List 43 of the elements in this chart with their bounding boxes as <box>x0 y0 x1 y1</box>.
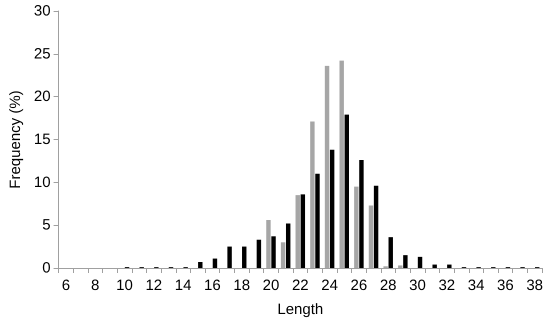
bar <box>388 237 393 268</box>
bar <box>330 150 334 268</box>
bar <box>344 114 349 268</box>
y-tick-label: 0 <box>42 260 51 276</box>
bar <box>227 246 232 268</box>
x-tick-label: 6 <box>62 277 70 294</box>
bar <box>315 174 320 268</box>
bar <box>256 240 262 268</box>
y-tick-label: 30 <box>34 2 51 20</box>
bar <box>359 160 364 268</box>
x-axis-title: Length <box>277 301 324 318</box>
bar <box>271 236 276 268</box>
y-tick-label: 15 <box>34 131 51 148</box>
x-tick-label: 20 <box>262 277 280 294</box>
x-tick-label: 36 <box>497 277 514 294</box>
bar <box>242 246 246 268</box>
bar <box>374 186 378 268</box>
y-tick-label: 10 <box>34 174 51 191</box>
y-tick-label: 20 <box>34 88 51 106</box>
bar <box>447 264 452 268</box>
x-tick-label: 8 <box>91 277 100 294</box>
x-tick-label: 14 <box>174 277 192 294</box>
x-tick-label: 28 <box>380 277 397 294</box>
bar <box>300 194 306 268</box>
y-axis-title: Frequency (%) <box>7 90 24 189</box>
x-tick-label: 30 <box>409 277 426 294</box>
x-tick-label: 22 <box>292 277 309 294</box>
x-tick-label: 26 <box>350 277 368 294</box>
x-tick-label: 24 <box>321 277 338 294</box>
x-tick-label: 38 <box>526 277 544 294</box>
x-tick-label: 32 <box>438 277 456 294</box>
x-tick-label: 16 <box>204 277 221 294</box>
y-tick-label: 5 <box>42 216 51 234</box>
x-tick-label: 34 <box>468 277 484 294</box>
bar <box>198 262 203 268</box>
bar <box>403 255 408 268</box>
bar <box>212 258 218 268</box>
bar <box>286 223 290 268</box>
x-tick-label: 12 <box>145 277 162 294</box>
y-tick-label: 25 <box>34 45 51 62</box>
x-tick-label: 10 <box>116 277 133 294</box>
x-tick-label: 18 <box>233 277 250 294</box>
bar <box>432 264 437 268</box>
